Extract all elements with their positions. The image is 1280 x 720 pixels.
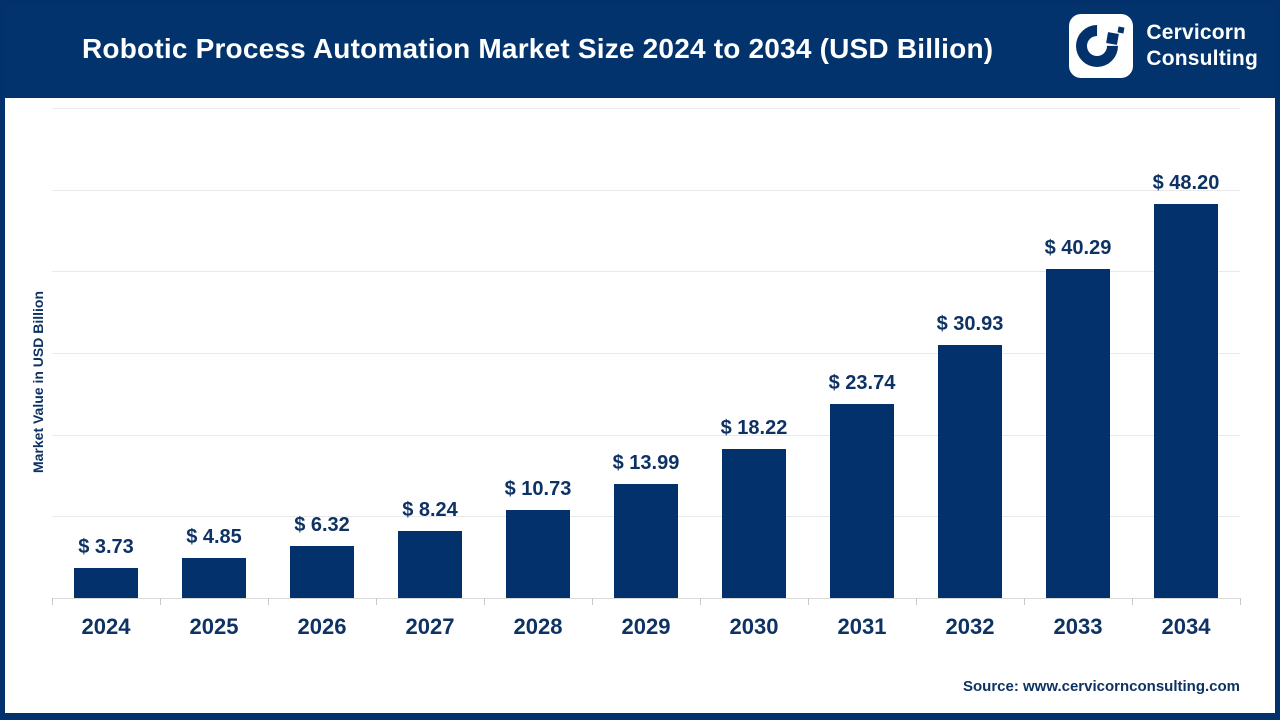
bar-value-label: $ 10.73 [504,478,572,501]
x-tick-label: 2024 [81,614,131,639]
bar-value-label: $ 18.22 [720,417,788,440]
x-axis-tick [1240,598,1241,605]
x-axis-tick [376,598,377,605]
x-tick-label: 2031 [837,614,887,639]
bar-value-label: $ 8.24 [402,498,458,521]
cervicorn-logo-icon [1067,14,1134,78]
x-tick-label: 2032 [945,614,995,639]
header-banner: Robotic Process Automation Market Size 2… [0,0,1280,98]
gridline [52,189,1240,191]
bar [722,449,786,598]
x-tick-label: 2026 [297,614,347,639]
bar-value-label: $ 4.85 [186,526,242,549]
bar [614,483,678,598]
logo-pixel-square-large [1106,32,1120,45]
x-tick-label: 2025 [189,614,239,639]
bar-value-label: $ 40.29 [1044,236,1112,259]
bar [74,567,138,598]
x-tick-label: 2034 [1161,614,1211,639]
bar-value-label: $ 23.74 [828,372,896,395]
plot-area: $ 3.73 2024 $ 4.85 2025 $ 6.32 2026 $ 8.24 2027… [52,108,1241,639]
brand-name-line2: Consulting [1146,47,1258,70]
brand-logo: Cervicorn Consulting [1067,14,1258,78]
gridline [52,108,1240,109]
x-tick-label: 2029 [621,614,671,639]
brand-name-line1: Cervicorn [1146,21,1247,44]
chart-title: Robotic Process Automation Market Size 2… [82,33,994,64]
x-tick-label: 2028 [513,614,563,639]
x-axis-tick [916,598,917,605]
bar [830,404,894,598]
bar [182,558,246,598]
bar-value-label: $ 6.32 [294,514,350,537]
x-axis-tick [484,598,485,605]
brand-name: Cervicorn Consulting [1146,20,1258,72]
x-axis-line [52,598,1240,599]
bar [290,546,354,598]
gridline [52,353,1240,354]
bar-value-label: $ 3.73 [78,535,134,558]
x-axis-tick [592,598,593,605]
x-axis-tick [268,598,269,605]
gridline [52,271,1240,273]
x-tick-label: 2033 [1053,614,1103,639]
x-axis-tick [1024,598,1025,605]
bar [1154,204,1218,598]
y-axis-title: Market Value in USD Billion [30,290,46,474]
bar [398,530,462,598]
bar [506,510,570,598]
x-tick-label: 2030 [729,614,779,639]
x-axis-tick [160,598,161,605]
source-attribution: Source: www.cervicornconsulting.com [962,678,1240,695]
bar-value-label: $ 30.93 [936,313,1004,336]
x-axis-tick [52,598,53,605]
bar [1046,268,1110,598]
bar-value-label: $ 48.20 [1152,172,1220,195]
gridline [52,434,1240,436]
x-axis-tick [700,598,701,605]
bar [938,345,1002,598]
bar-value-label: $ 13.99 [612,451,680,474]
x-axis-tick [1132,598,1133,605]
logo-c-ring [1067,16,1128,76]
x-axis-tick [808,598,809,605]
x-tick-label: 2027 [405,614,455,639]
logo-pixel-square-small [1117,26,1125,34]
